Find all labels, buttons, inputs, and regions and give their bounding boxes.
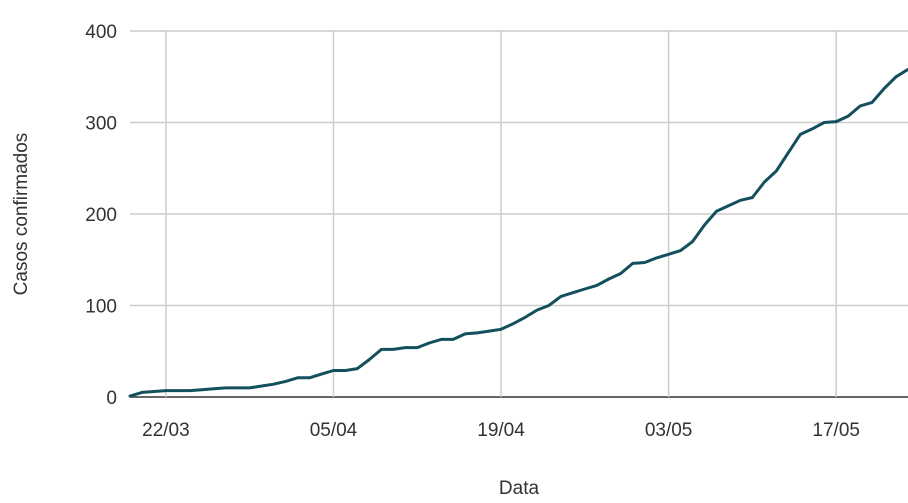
x-tick-label: 17/05 (812, 420, 860, 441)
x-axis-title: Data (499, 478, 540, 499)
y-tick-label: 300 (85, 114, 117, 135)
x-tick-label: 22/03 (142, 420, 190, 441)
x-tick-label: 03/05 (645, 420, 693, 441)
y-tick-label: 0 (106, 388, 117, 409)
x-axis-ticks: 22/03 05/04 19/04 03/05 17/05 (142, 420, 860, 441)
x-tick-label: 05/04 (310, 420, 358, 441)
y-tick-label: 100 (85, 297, 117, 318)
y-axis-title: Casos confirmados (11, 133, 32, 296)
y-tick-label: 200 (85, 205, 117, 226)
confirmed-cases-line (128, 67, 908, 398)
y-tick-label: 400 (85, 22, 117, 43)
y-axis-ticks: 0 100 200 300 400 (85, 22, 117, 409)
x-tick-label: 19/04 (477, 420, 525, 441)
series-layer (128, 67, 908, 398)
grid (130, 30, 908, 398)
